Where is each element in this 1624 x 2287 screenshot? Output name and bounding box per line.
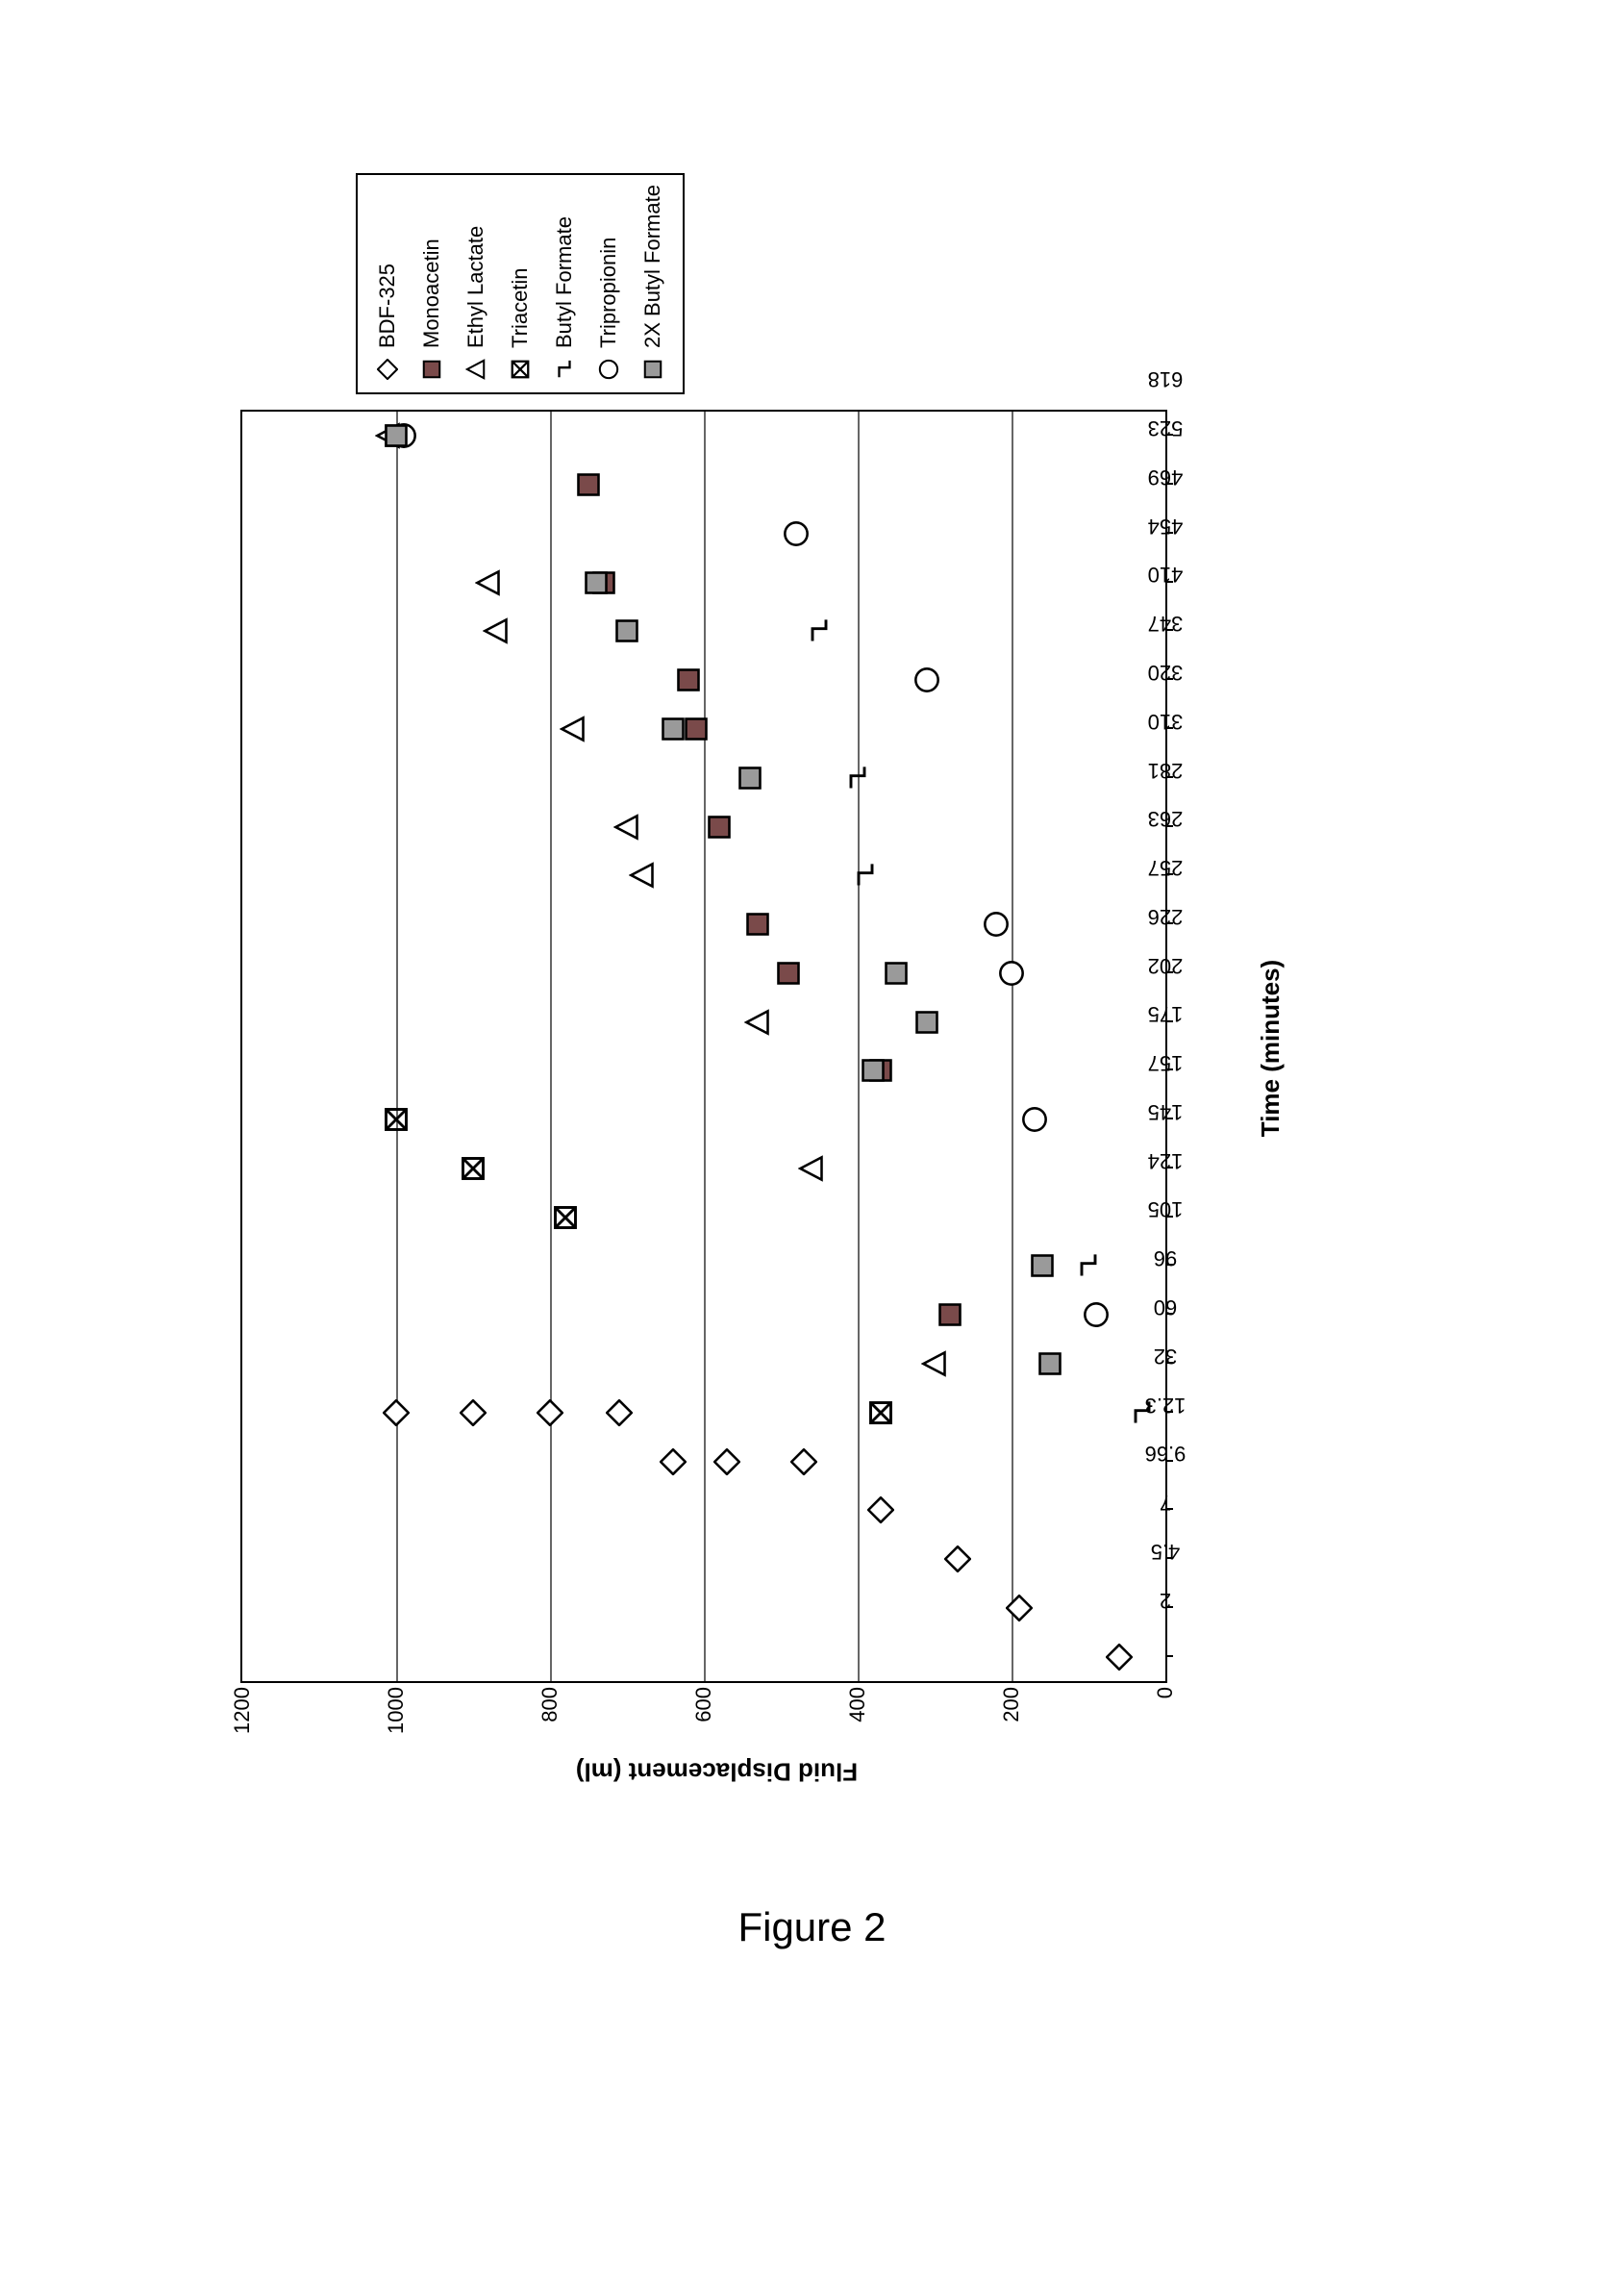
legend-label: Ethyl Lactate [463, 226, 488, 348]
data-point [806, 617, 833, 644]
data-point [1006, 1595, 1033, 1621]
legend-label: Monoacetin [419, 239, 444, 348]
data-point [475, 569, 502, 596]
legend-marker-icon [642, 356, 663, 383]
legend-item: Tripropionin [587, 185, 631, 383]
data-point [383, 422, 410, 449]
legend-marker-icon [598, 356, 619, 383]
data-point [737, 765, 763, 792]
scatter-chart: Fluid Displacement (ml) Time (minutes) 0… [221, 144, 1279, 1798]
legend-item: Triacetin [498, 185, 542, 383]
data-point [775, 960, 802, 987]
figure-caption: Figure 2 [737, 1904, 886, 1950]
data-point [867, 1399, 894, 1426]
data-point [1083, 1301, 1110, 1328]
data-point [613, 617, 640, 644]
data-point [852, 862, 879, 889]
data-point [706, 814, 733, 841]
data-point [1075, 1252, 1102, 1279]
legend-marker-icon [421, 356, 442, 383]
data-point [660, 1448, 687, 1475]
data-point [460, 1155, 487, 1182]
y-tick-label: 1200 [230, 1681, 255, 1734]
legend-label: Butyl Formate [552, 216, 577, 348]
y-tick-label: 200 [999, 1681, 1024, 1722]
data-point [1021, 1106, 1048, 1133]
data-point [460, 1399, 487, 1426]
data-point [844, 765, 871, 792]
data-point [944, 1546, 971, 1572]
y-tick-label: 0 [1153, 1681, 1178, 1698]
data-point [744, 1009, 771, 1036]
data-point [883, 960, 910, 987]
data-point [1106, 1644, 1133, 1671]
gridline [550, 412, 552, 1681]
data-point [613, 814, 640, 841]
data-point [913, 1009, 940, 1036]
x-axis-label: Time (minutes) [1256, 414, 1286, 1683]
data-point [1029, 1252, 1056, 1279]
data-point [937, 1301, 963, 1328]
legend-item: Ethyl Lactate [454, 185, 498, 383]
y-tick-label: 800 [537, 1681, 562, 1722]
legend-marker-icon [510, 356, 531, 383]
legend-marker-icon [377, 356, 398, 383]
gridline [1012, 412, 1013, 1681]
legend-marker-icon [465, 356, 487, 383]
data-point [867, 1496, 894, 1523]
data-point [660, 716, 687, 742]
legend-item: Butyl Formate [542, 185, 587, 383]
gridline [704, 412, 706, 1681]
gridline [396, 412, 398, 1681]
data-point [629, 862, 656, 889]
data-point [1129, 1399, 1156, 1426]
data-point [537, 1399, 563, 1426]
x-tick-label: 618 [1148, 366, 1184, 436]
legend-item: BDF-325 [365, 185, 410, 383]
data-point [983, 911, 1010, 938]
data-point [606, 1399, 633, 1426]
chart-container: Fluid Displacement (ml) Time (minutes) 0… [221, 144, 1279, 1798]
data-point [560, 716, 587, 742]
data-point [744, 911, 771, 938]
legend-label: BDF-325 [375, 264, 400, 348]
y-tick-label: 1000 [384, 1681, 409, 1734]
legend: BDF-325 Monoacetin Ethyl Lactate Triacetin B… [356, 173, 685, 394]
legend-item: Monoacetin [410, 185, 454, 383]
legend-label: 2X Butyl Formate [640, 185, 665, 348]
data-point [383, 1399, 410, 1426]
data-point [798, 1155, 825, 1182]
page: Figure 2 Fluid Displacement (ml) Time (m… [0, 0, 1624, 2287]
y-axis-label: Fluid Displacement (ml) [525, 1757, 910, 1787]
data-point [860, 1057, 887, 1084]
data-point [583, 569, 610, 596]
data-point [575, 471, 602, 498]
legend-item: 2X Butyl Formate [631, 185, 675, 383]
data-point [713, 1448, 740, 1475]
data-point [921, 1350, 948, 1377]
data-point [1037, 1350, 1063, 1377]
plot-area: 02004006008001000120024.579.6612.3326096… [240, 410, 1167, 1683]
data-point [790, 1448, 817, 1475]
y-tick-label: 600 [691, 1681, 716, 1722]
legend-label: Tripropionin [596, 238, 621, 348]
data-point [675, 666, 702, 693]
gridline [858, 412, 860, 1681]
y-tick-label: 400 [845, 1681, 870, 1722]
legend-label: Triacetin [508, 267, 533, 348]
data-point [383, 1106, 410, 1133]
data-point [913, 666, 940, 693]
data-point [552, 1204, 579, 1231]
data-point [998, 960, 1025, 987]
legend-marker-icon [554, 356, 575, 383]
data-point [483, 617, 510, 644]
data-point [783, 520, 810, 547]
data-point [683, 716, 710, 742]
